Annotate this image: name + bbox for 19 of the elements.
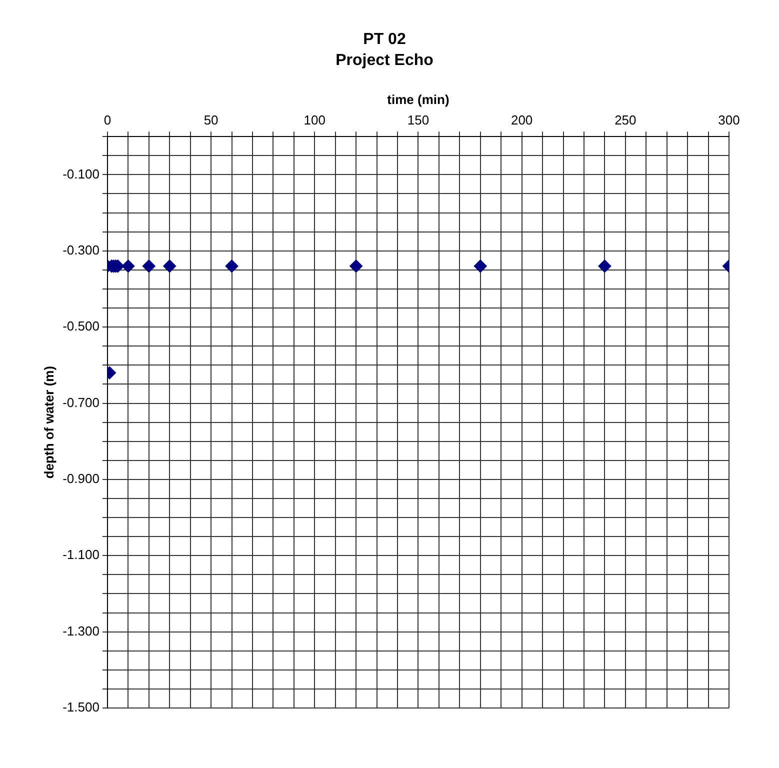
y-tick-label: -0.500 xyxy=(62,318,100,334)
x-tick-label: 250 xyxy=(614,112,636,128)
y-axis-title: depth of water (m) xyxy=(41,366,56,479)
y-tick-label: -0.300 xyxy=(62,242,100,258)
x-tick-label: 50 xyxy=(204,112,218,128)
y-tick-label: -1.500 xyxy=(62,700,100,715)
y-tick-label: -0.100 xyxy=(62,166,100,182)
x-tick-label: 100 xyxy=(304,112,326,128)
y-tick-label: -0.900 xyxy=(62,471,100,486)
chart-title: PT 02 xyxy=(363,31,406,48)
x-tick-label: 150 xyxy=(407,112,430,128)
y-tick-label: -1.300 xyxy=(62,623,100,638)
x-tick-label: 200 xyxy=(510,112,533,128)
x-axis-title: time (min) xyxy=(387,92,450,107)
y-tick-label: -0.700 xyxy=(62,394,100,410)
chart-subtitle: Project Echo xyxy=(336,52,434,70)
x-tick-label: 0 xyxy=(104,112,112,128)
y-tick-label: -1.100 xyxy=(62,547,100,562)
x-tick-label: 300 xyxy=(718,112,740,128)
